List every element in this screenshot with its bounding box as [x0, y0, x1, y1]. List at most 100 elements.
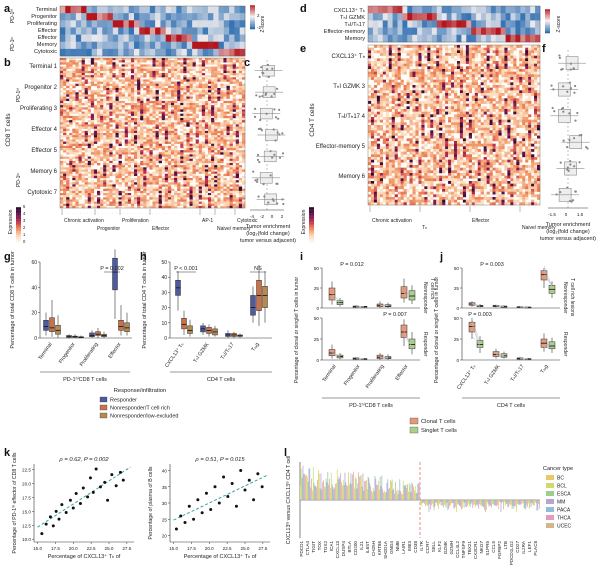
panel-e-cell — [388, 47, 392, 51]
panel-b-cell — [201, 94, 206, 97]
panel-b-cell — [217, 122, 221, 125]
panel-e-cell — [400, 61, 404, 64]
panel-b-cell — [124, 167, 129, 170]
panel-b-cell — [63, 160, 67, 164]
panel-a-cell — [70, 48, 77, 57]
panel-e-cell — [510, 93, 514, 96]
panel-b-cell — [189, 158, 193, 162]
panel-b-cell — [223, 115, 227, 119]
panel-b-cell — [75, 154, 79, 157]
panel-e-cell — [489, 90, 493, 94]
panel-b-cell — [66, 199, 70, 202]
panel-b-cell — [171, 68, 175, 72]
panel-b-cell — [241, 77, 246, 80]
panel-b-cell — [137, 88, 141, 91]
panel-b-cell — [226, 96, 230, 99]
panel-e-cell — [474, 93, 478, 96]
panel-e-cell — [454, 53, 458, 56]
panel-e-cell — [480, 58, 484, 62]
panel-b-cell — [72, 98, 76, 102]
panel-b-cell — [60, 186, 64, 189]
panel-b-cell — [115, 83, 119, 87]
panel-b-cell — [152, 145, 156, 149]
panel-b-cell — [134, 152, 138, 155]
panel-e-cell — [412, 101, 416, 104]
panel-b-cell — [183, 109, 187, 112]
panel-b-cell — [84, 113, 88, 117]
panel-b-cell — [208, 124, 212, 127]
panel-b-cell — [81, 122, 85, 125]
panel-b-cell — [93, 105, 98, 108]
panel-d-cell — [377, 27, 384, 36]
panel-b-cell — [177, 115, 181, 119]
panel-b-cell — [174, 128, 178, 132]
panel-b-cell — [208, 130, 212, 134]
panel-b-cell — [161, 111, 166, 114]
panel-e-cell — [519, 79, 523, 83]
panel-b-cell — [198, 205, 203, 209]
panel-b-cell — [121, 68, 125, 72]
panel-b-cell — [195, 109, 199, 112]
panel-b-cell — [115, 107, 119, 110]
panel-b-cell — [100, 105, 104, 108]
panel-b-cell — [241, 203, 246, 207]
panel-b-cell — [93, 75, 98, 78]
panel-e-cell — [397, 82, 401, 86]
panel-b-cell — [183, 203, 187, 207]
panel-b-cell — [167, 100, 172, 104]
panel-b-cell — [217, 88, 221, 91]
panel-b-cell — [63, 188, 67, 192]
panel-e-cell — [436, 66, 440, 70]
panel-b-cell — [158, 201, 162, 204]
panel-b-cell — [223, 128, 227, 132]
panel-b-cell — [69, 111, 73, 114]
panel-e-cell — [394, 79, 398, 83]
panel-a-cell — [65, 6, 71, 14]
zscore-legend-swatch — [545, 18, 550, 21]
panel-a-cell — [134, 13, 140, 21]
panel-b-cell — [198, 190, 203, 194]
panel-b-cell — [81, 178, 85, 181]
panel-b-cell — [137, 186, 141, 189]
panel-b-cell — [208, 205, 212, 209]
panel-b-cell — [134, 73, 138, 76]
panel-b-cell — [100, 120, 104, 123]
panel-b-cell — [103, 128, 107, 132]
panel-b-cell — [189, 133, 193, 136]
panel-b-cell — [130, 118, 135, 121]
panel-b-cell — [140, 96, 144, 99]
panel-b-cell — [238, 195, 243, 198]
panel-b-cell — [195, 178, 199, 181]
panel-b-cell — [78, 165, 82, 168]
panel-b-cell — [220, 165, 224, 168]
panel-b-cell — [106, 66, 110, 69]
expression-legend-swatch — [16, 208, 21, 210]
panel-e-cell — [454, 47, 458, 51]
panel-a-cell — [144, 27, 151, 35]
panel-e-cell — [456, 50, 461, 54]
panel-b-cell — [127, 193, 132, 196]
panel-b-cell — [63, 141, 67, 144]
panel-b-gene-tick: · — [105, 211, 106, 215]
panel-b-cell — [155, 85, 159, 89]
panel-b-cell — [192, 173, 196, 177]
panel-b-cell — [238, 178, 243, 181]
panel-b-cell — [220, 98, 224, 102]
panel-b-cell — [137, 92, 141, 95]
panel-b-cell — [192, 171, 196, 174]
panel-b-cell — [189, 77, 193, 80]
panel-e-cell — [519, 50, 523, 54]
panel-b-cell — [180, 141, 184, 144]
panel-e-cell — [486, 101, 490, 104]
panel-e-cell — [486, 45, 490, 48]
panel-b-cell — [66, 135, 70, 138]
panel-b-cell — [140, 79, 144, 82]
panel-b-cell — [217, 180, 221, 183]
panel-b-cell — [214, 75, 218, 78]
panel-b-cell — [241, 75, 246, 78]
panel-b-cell — [177, 135, 181, 138]
panel-b-cell — [164, 105, 169, 108]
panel-b-cell — [189, 85, 193, 89]
panel-b-gene-tick: · — [188, 211, 189, 215]
panel-b-cell — [155, 133, 159, 136]
